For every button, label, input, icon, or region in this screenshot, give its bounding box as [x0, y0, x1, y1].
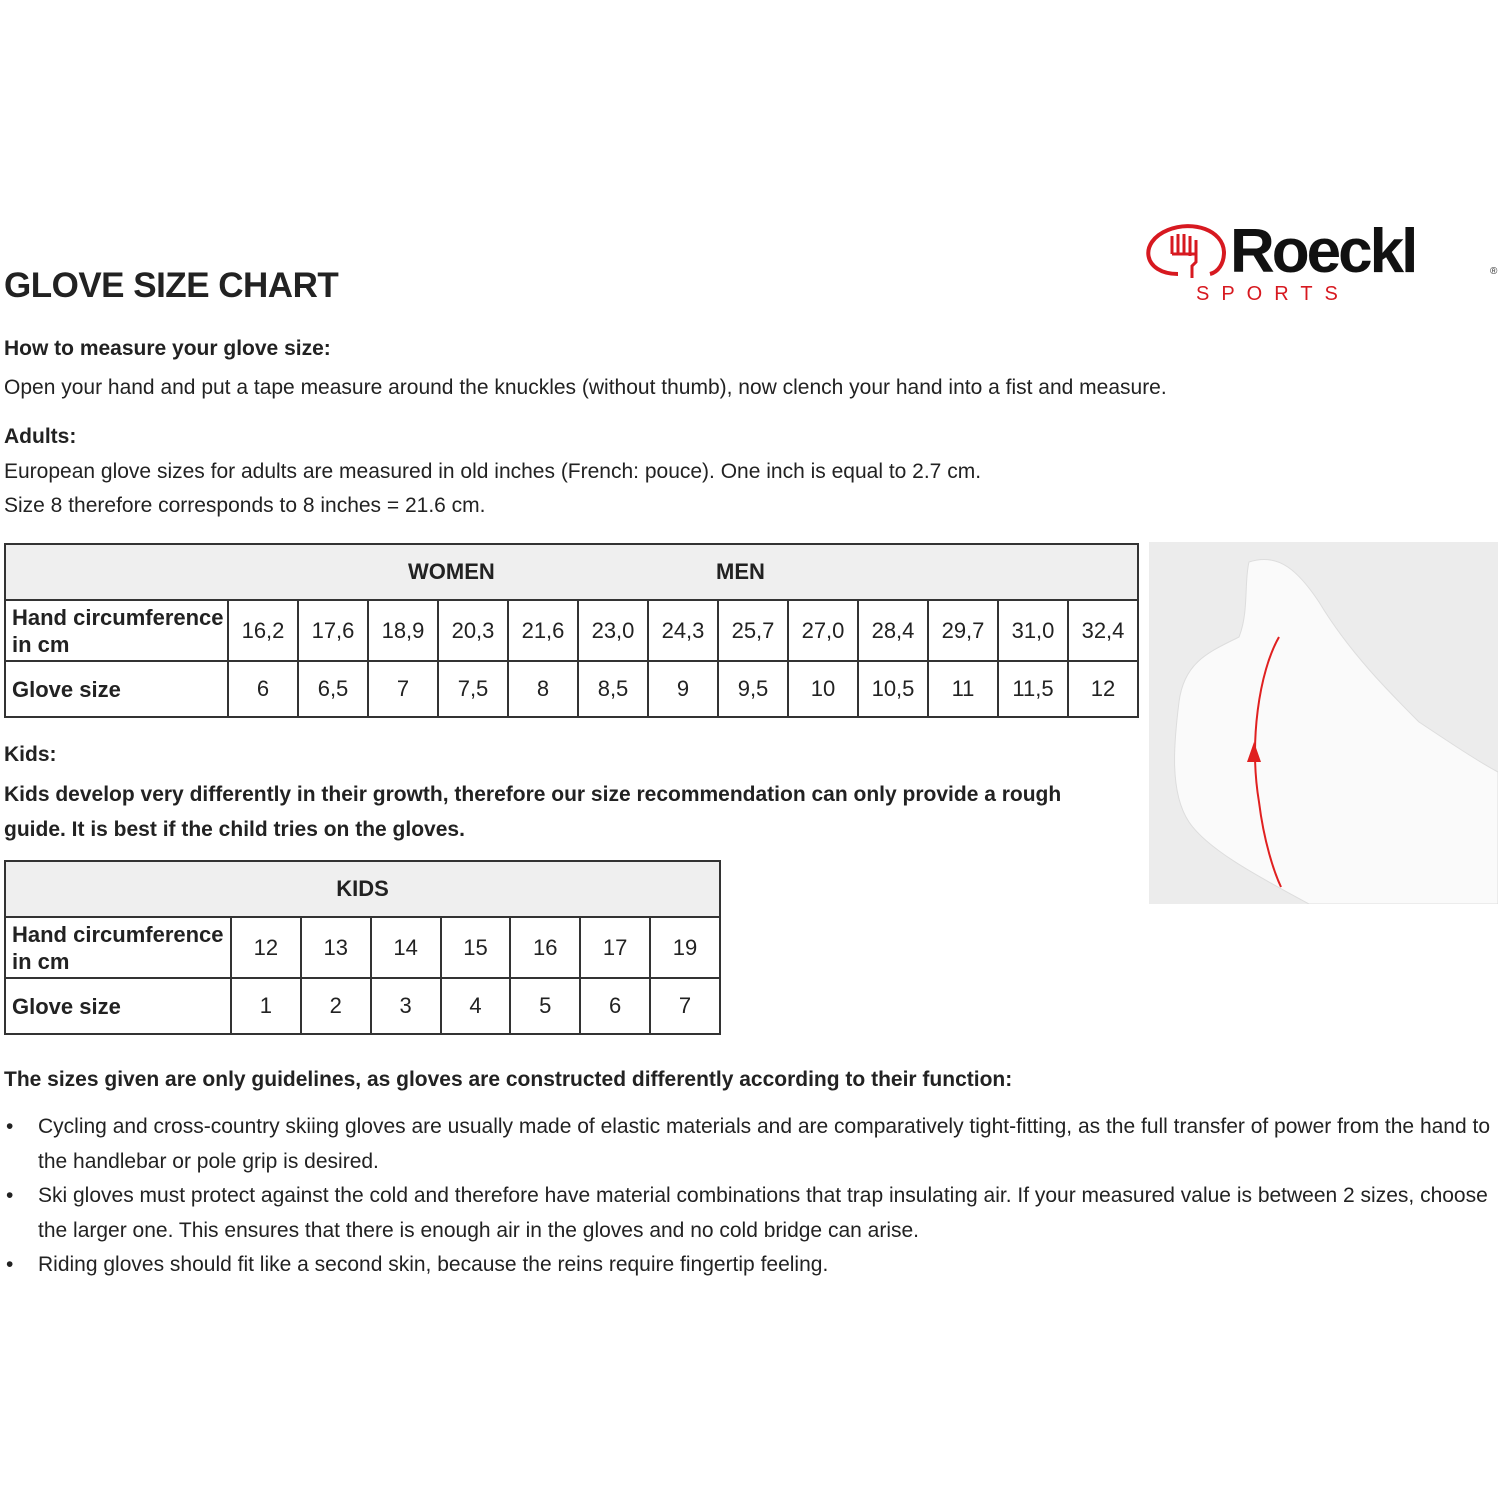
- kids-size-table: KIDS Hand circumference in cm 12 13 14 15 16 1…: [4, 860, 721, 1035]
- table-cell: 20,3: [437, 599, 509, 662]
- table-cell: 14: [369, 916, 442, 979]
- table-cell: 12: [1067, 660, 1139, 718]
- table-cell: 10: [787, 660, 859, 718]
- list-item: Riding gloves should fit like a second s…: [4, 1248, 1494, 1283]
- table-cell: 11,5: [997, 660, 1069, 718]
- table-cell: 12: [230, 916, 302, 979]
- table-cell: 19: [649, 916, 721, 979]
- table-cell: 28,4: [857, 599, 929, 662]
- table-cell: 23,0: [577, 599, 649, 662]
- table-cell: 8,5: [577, 660, 649, 718]
- table-cell: 6: [227, 660, 299, 718]
- table-cell: 21,6: [507, 599, 579, 662]
- table-cell: 25,7: [717, 599, 789, 662]
- adults-heading: Adults:: [4, 425, 77, 448]
- kids-text: Kids develop very differently in their g…: [4, 783, 1062, 841]
- adults-text-2: Size 8 therefore corresponds to 8 inches…: [4, 494, 486, 517]
- kids-heading: Kids:: [4, 743, 57, 766]
- table-cell: 32,4: [1067, 599, 1139, 662]
- table-cell: 2: [299, 977, 372, 1035]
- women-label: WOMEN: [408, 559, 495, 584]
- table-cell: 16,2: [227, 599, 299, 662]
- table-cell: 17: [579, 916, 652, 979]
- adult-table-header: WOMEN MEN: [4, 543, 1139, 601]
- table-cell: 15: [439, 916, 512, 979]
- table-cell: 5: [509, 977, 582, 1035]
- roeckl-logo: Roeckl ® SPORTS: [1138, 217, 1500, 305]
- table-cell: 10,5: [857, 660, 929, 718]
- kids-table-header: KIDS: [4, 860, 721, 918]
- table-cell: 27,0: [787, 599, 859, 662]
- adult-size-table: WOMEN MEN Hand circumference in cm 16,2 17…: [4, 543, 1139, 718]
- notes-heading: The sizes given are only guidelines, as …: [4, 1068, 1013, 1091]
- measure-heading: How to measure your glove size:: [4, 337, 331, 360]
- hand-measure-image: [1149, 542, 1499, 905]
- men-label: MEN: [716, 559, 765, 584]
- measure-text: Open your hand and put a tape measure ar…: [4, 376, 1167, 399]
- circumference-label: Hand circumference in cm: [4, 916, 232, 979]
- table-cell: 8: [507, 660, 579, 718]
- table-cell: 13: [299, 916, 372, 979]
- table-cell: 9: [647, 660, 719, 718]
- table-cell: 17,6: [297, 599, 369, 662]
- table-cell: 7: [367, 660, 439, 718]
- table-cell: 6: [579, 977, 652, 1035]
- list-item: Ski gloves must protect against the cold…: [4, 1179, 1494, 1248]
- table-cell: 9,5: [717, 660, 789, 718]
- page-title: GLOVE SIZE CHART: [4, 266, 339, 305]
- notes-list: Cycling and cross-country skiing gloves …: [4, 1110, 1494, 1283]
- glove-size-label: Glove size: [4, 977, 232, 1035]
- table-cell: 3: [369, 977, 442, 1035]
- table-cell: 7,5: [437, 660, 509, 718]
- circumference-label: Hand circumference in cm: [4, 599, 229, 662]
- table-cell: 11: [927, 660, 999, 718]
- table-cell: 1: [230, 977, 302, 1035]
- table-cell: 4: [439, 977, 512, 1035]
- table-cell: 7: [649, 977, 721, 1035]
- svg-text:SPORTS: SPORTS: [1196, 283, 1350, 302]
- svg-text:Roeckl: Roeckl: [1230, 222, 1415, 286]
- glove-size-label: Glove size: [4, 660, 229, 718]
- table-cell: 31,0: [997, 599, 1069, 662]
- table-cell: 6,5: [297, 660, 369, 718]
- table-cell: 18,9: [367, 599, 439, 662]
- svg-text:®: ®: [1490, 266, 1498, 277]
- table-cell: 29,7: [927, 599, 999, 662]
- list-item: Cycling and cross-country skiing gloves …: [4, 1110, 1494, 1179]
- table-cell: 24,3: [647, 599, 719, 662]
- adults-text-1: European glove sizes for adults are meas…: [4, 460, 982, 483]
- table-cell: 16: [509, 916, 582, 979]
